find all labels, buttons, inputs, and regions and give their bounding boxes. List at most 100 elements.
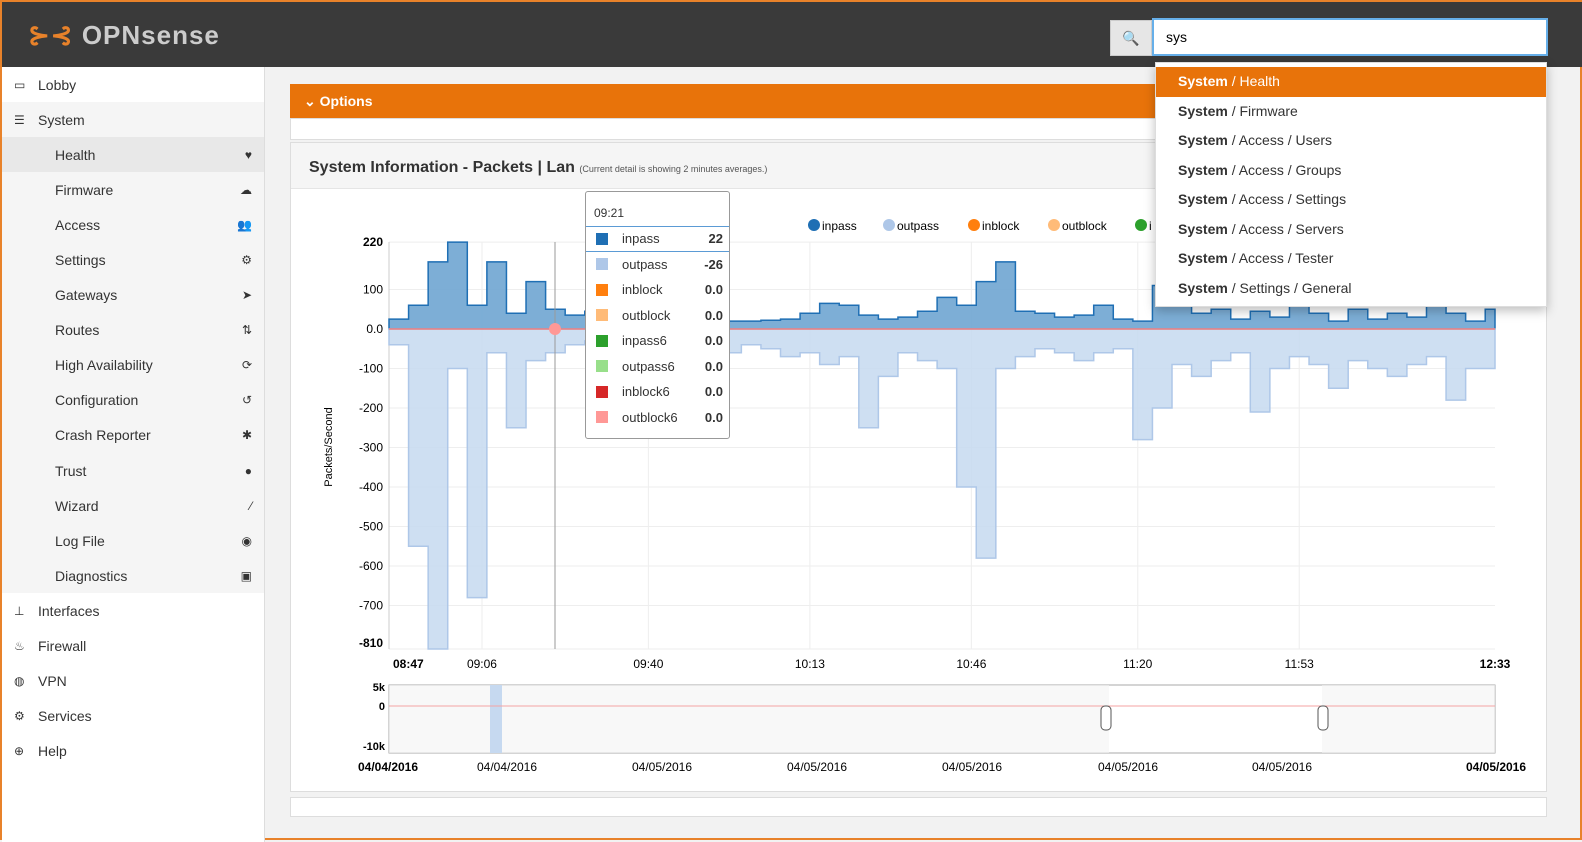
x-tick-label: 08:47 [393,657,424,671]
search-result-item[interactable]: System / Access / Servers [1178,220,1344,237]
sidebar-item-gateways[interactable]: Gateways ➤ [2,277,264,313]
history-icon: ↺ [241,393,252,408]
sidebar-item-high-availability[interactable]: High Availability ⟳ [2,347,264,383]
sidebar-item-vpn[interactable]: ◍ VPN [2,664,264,699]
sidebar-item-label: VPN [38,673,67,690]
sidebar-item-trust[interactable]: Trust ● [2,453,264,489]
series-value: 0.0 [704,282,723,298]
sitemap-icon: ⊥ [14,603,25,618]
sidebar-item-label: Firewall [38,638,87,655]
sidebar-item-lobby[interactable]: ▭ Lobby [2,67,264,102]
top-bar: ⊱⊰ OPNsense 🔍 [2,2,1582,67]
tooltip-row: inblock6 0.0 [586,379,729,405]
legend-item: inblock [982,219,1020,233]
globe-icon: ◍ [14,674,25,689]
series-swatch [596,258,608,271]
sidebar-item-label: Firmware [55,181,114,198]
tooltip-row: outblock6 0.0 [586,405,729,431]
sidebar-item-label: Routes [55,322,100,339]
packets-panel: System Information - Packets | Lan (Curr… [290,142,1547,792]
sidebar-item-label: Log File [55,532,105,549]
sidebar-item-diagnostics[interactable]: Diagnostics ▣ [2,558,264,594]
sidebar-item-label: High Availability [55,357,153,374]
search-result-item[interactable]: System / Firmware [1178,102,1298,119]
sidebar-item-help[interactable]: ⊕ Help [2,734,264,769]
series-value: 22 [708,231,723,247]
search-icon[interactable]: 🔍 [1110,20,1152,56]
navigator-y-tick: 5k [373,682,386,694]
cog-icon: ⚙ [14,709,25,724]
sidebar-item-services[interactable]: ⚙ Services [2,699,264,734]
x-tick-label: 09:40 [633,657,663,671]
series-swatch [596,334,608,347]
sidebar-item-log-file[interactable]: Log File ◉ [2,523,264,559]
x-tick-label: 11:53 [1285,657,1314,671]
navigator-mask-left [389,685,1109,753]
navigator-handle-right [1317,705,1329,731]
sidebar-item-access[interactable]: Access 👥 [2,207,264,243]
series-swatch [596,411,608,424]
legend-item: outpass [897,219,939,233]
tooltip-row: inpass6 0.0 [586,328,729,354]
navigator-x-tick: 04/05/2016 [942,760,1002,774]
search-result-item[interactable]: System / Access / Tester [1178,250,1334,266]
bug-icon: ✱ [241,428,252,443]
navigator-y-tick: -10k [363,741,386,753]
sidebar-item-label: Access [55,216,101,233]
map-signs-icon: ⇅ [241,323,252,338]
navigator-x-tick: 04/05/2016 [1252,760,1312,774]
sidebar-item-label: System [38,111,85,128]
tooltip-row: outpass -26 [586,252,729,278]
series-value: 0.0 [704,358,723,374]
navigator-x-tick: 04/05/2016 [632,760,692,774]
laptop-icon: ▭ [14,77,26,92]
navigator-handle-left [1100,705,1112,731]
life-ring-icon: ⊕ [14,744,25,759]
search-input[interactable] [1152,18,1548,56]
sidebar-item-label: Health [55,146,96,163]
series-outpass-area [388,328,1496,650]
navigator-x-tick: 04/05/2016 [1466,760,1526,774]
search-result-item[interactable]: System / Access / Users [1178,132,1333,148]
y-axis-label: Packets/Second [323,407,335,487]
search-result-item[interactable]: System / Access / Groups [1178,161,1342,178]
opnsense-logo[interactable]: ⊱⊰ OPNsense [28,20,220,50]
search-result-item[interactable]: System / Access / Settings [1178,191,1347,207]
sidebar-item-system[interactable]: ☰ System [2,102,264,138]
chart-tooltip: 09:21 inpass 22 outpass -26 inblock 0.0 outblo… [585,191,730,439]
search-result-item[interactable]: System / Health [1156,67,1546,97]
y-tick-label: -810 [359,636,383,650]
tooltip-time: 09:21 [594,206,625,220]
sidebar-item-settings[interactable]: Settings ⚙ [2,242,264,278]
sidebar-item-label: Wizard [55,497,99,514]
sidebar-item-health[interactable]: Health ♥ [2,137,264,173]
sidebar-item-firmware[interactable]: Firmware ☁ [2,172,264,208]
series-inpass-area [388,241,1496,330]
search-result-item[interactable]: System / Settings / General [1178,279,1352,296]
legend-item: inpass [822,219,857,233]
sidebar-item-firewall[interactable]: ♨ Firewall [2,629,264,664]
y-tick-label: -500 [359,520,383,534]
series-swatch [596,232,608,245]
series-value: 0.0 [704,384,723,400]
y-tick-label: -400 [359,480,383,494]
sidebar-item-configuration[interactable]: Configuration ↺ [2,382,264,418]
navigator-x-tick: 04/04/2016 [477,760,537,774]
series-name: inblock6 [622,384,670,400]
series-value: -26 [704,256,723,272]
sidebar-item-wizard[interactable]: Wizard ⁄ [2,488,264,524]
y-tick-label: 100 [363,282,383,296]
tooltip-row: inblock 0.0 [586,277,729,303]
heartbeat-icon: ♥ [244,147,252,162]
sidebar-item-interfaces[interactable]: ⊥ Interfaces [2,593,264,628]
panel-footer [290,797,1547,817]
sidebar-item-routes[interactable]: Routes ⇅ [2,312,264,348]
navigator-x-tick: 04/04/2016 [358,760,418,774]
navigator-y-tick: 0 [379,701,385,713]
sidebar-item-label: Interfaces [38,602,100,619]
sidebar-item-crash-reporter[interactable]: Crash Reporter ✱ [2,417,264,454]
fire-icon: ♨ [14,639,25,654]
sidebar-item-label: Configuration [55,392,139,409]
y-tick-label: -200 [359,401,383,415]
